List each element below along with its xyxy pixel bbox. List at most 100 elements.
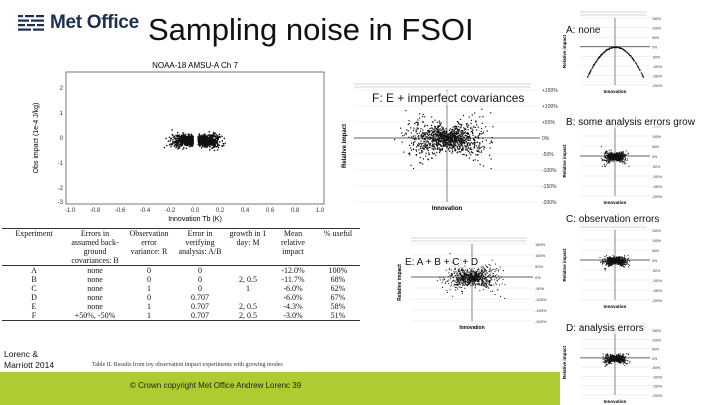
panel-point — [473, 281, 475, 283]
x-tick: 0.0 — [191, 208, 200, 214]
panel-point — [612, 155, 614, 157]
scatter-point — [172, 142, 174, 144]
panel-point — [463, 129, 465, 131]
x-tick: -1.0 — [65, 208, 76, 214]
scatter-point — [206, 139, 208, 142]
panel-point — [624, 262, 626, 264]
panel-point — [478, 283, 480, 285]
panel-point — [619, 262, 621, 264]
panel-point — [410, 132, 412, 134]
panel-point — [441, 135, 443, 137]
scatter-point — [214, 145, 216, 147]
panel-point — [604, 159, 606, 161]
panel-point — [621, 259, 622, 261]
panel-point — [629, 260, 631, 262]
scatter-point — [189, 140, 192, 142]
panel-point — [612, 153, 614, 155]
panel-point — [450, 133, 452, 135]
panel-point — [621, 157, 623, 159]
panel-point — [435, 138, 437, 140]
panel-point — [436, 142, 438, 144]
panel-point — [462, 133, 465, 135]
panel-point — [470, 270, 472, 272]
main-plot-y-ticks: 2 1 0 -1 -2 -3 — [58, 86, 64, 206]
panel-point — [465, 283, 467, 285]
panel-point — [487, 287, 489, 289]
panel-point — [453, 143, 455, 145]
panel-point — [430, 134, 432, 136]
panel-point — [433, 138, 435, 140]
panel-point — [465, 279, 467, 281]
panel-point — [425, 140, 427, 142]
scatter-point — [185, 142, 187, 144]
panel-point — [490, 290, 492, 292]
panel-point — [478, 274, 480, 275]
panel-point — [500, 295, 502, 297]
scatter-point — [213, 135, 216, 137]
panel-point — [605, 156, 606, 158]
panel-point — [465, 280, 467, 282]
scatter-point — [191, 137, 194, 139]
table-cell: 0 — [198, 266, 202, 275]
panel-point — [461, 124, 463, 126]
panel-point — [469, 279, 471, 281]
panel-point — [464, 142, 466, 144]
panel-point — [607, 258, 609, 260]
panel-point — [441, 128, 444, 130]
panel-point — [601, 263, 603, 265]
panel-point — [461, 137, 463, 139]
table-cell: none — [87, 284, 103, 293]
panel-point — [462, 146, 464, 148]
panel-point — [475, 270, 477, 272]
panel-point — [448, 145, 450, 147]
panel-point — [443, 136, 445, 138]
panel-point — [454, 144, 456, 146]
panel-point — [419, 113, 421, 115]
scatter-point — [172, 136, 174, 138]
panel-point — [409, 144, 411, 146]
panel-point — [615, 154, 617, 156]
panel-point — [458, 128, 460, 130]
panel-point — [486, 283, 487, 285]
panel-point — [457, 280, 459, 282]
panel-point — [462, 114, 465, 117]
panel-point — [484, 276, 486, 278]
panel-point — [465, 139, 467, 141]
panel-point — [469, 148, 472, 150]
table-cell: +50%, -50% — [74, 311, 116, 320]
panel-point — [612, 261, 614, 263]
panel-point — [457, 137, 459, 139]
panel-point — [473, 277, 475, 279]
panel-point — [468, 139, 470, 141]
scatter-point — [209, 142, 212, 144]
panel-point — [453, 271, 455, 273]
scatter-point — [198, 143, 201, 145]
panel-point — [619, 154, 621, 156]
scatter-point — [171, 143, 174, 145]
panel-point — [607, 48, 609, 50]
panel-point — [625, 258, 627, 259]
panel-point — [464, 273, 466, 275]
panel-point — [499, 266, 501, 268]
panel-point — [434, 148, 436, 150]
panel-point — [461, 290, 462, 292]
panel-point — [502, 279, 504, 280]
panel-point — [464, 270, 466, 272]
panel-point — [608, 155, 610, 157]
panel-point — [449, 132, 451, 134]
panel-ylabel: Relative impact — [562, 345, 567, 379]
scatter-point — [202, 138, 205, 140]
panel-point — [469, 144, 471, 146]
panel-point — [485, 287, 487, 288]
panel-point — [613, 259, 615, 261]
panel-point — [436, 146, 438, 148]
panel-point — [600, 55, 602, 57]
scatter-point — [202, 139, 204, 141]
scatter-point — [185, 138, 187, 140]
panel-point — [435, 139, 437, 141]
panel-point — [457, 121, 459, 123]
panel-point — [478, 284, 479, 286]
scatter-point — [187, 133, 189, 135]
panel-point — [606, 151, 608, 152]
scatter-point — [205, 140, 207, 143]
